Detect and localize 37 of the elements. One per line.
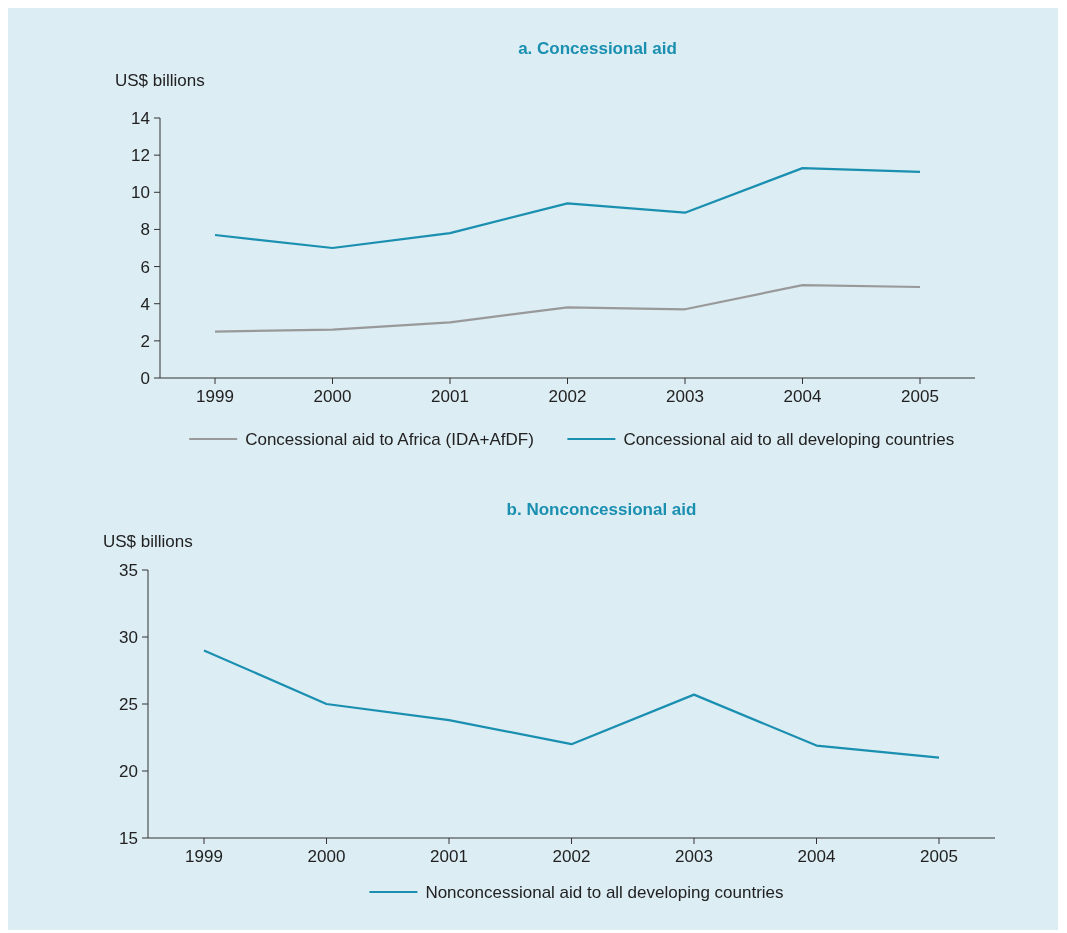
x-tick-label: 2005 [920, 847, 958, 866]
y-tick-label: 12 [131, 146, 150, 166]
y-tick-label: 10 [131, 183, 150, 203]
x-tick-label: 2004 [797, 847, 836, 866]
x-tick-label: 2000 [307, 847, 346, 866]
legend-label: Concessional aid to all developing countries [623, 430, 955, 449]
line-series [213, 167, 922, 250]
y-tick-label: 2 [140, 331, 150, 351]
x-tick-label: 2002 [548, 387, 587, 406]
y-tick-label: 8 [140, 220, 150, 240]
y-tick-label: 25 [119, 694, 138, 714]
y-tick-label: 6 [140, 257, 150, 277]
line-series [202, 649, 941, 759]
x-tick-label: 2001 [430, 847, 468, 866]
y-tick-label: 30 [119, 627, 138, 647]
x-tick-label: 2001 [431, 387, 469, 406]
x-tick-label: 2004 [783, 387, 822, 406]
y-tick-label: 15 [119, 828, 138, 848]
x-tick-label: 1999 [196, 387, 234, 406]
y-tick-label: 35 [119, 560, 138, 580]
x-tick-label: 2003 [666, 387, 704, 406]
legend-label: Nonconcessional aid to all developing countries [425, 883, 784, 902]
y-tick-label: 20 [119, 761, 138, 781]
x-tick-label: 2003 [675, 847, 713, 866]
y-axis-title: US$ billions [115, 71, 205, 90]
x-tick-label: 2002 [552, 847, 591, 866]
line-series [213, 284, 922, 333]
y-tick-label: 14 [131, 108, 150, 128]
x-tick-label: 1999 [185, 847, 223, 866]
x-tick-label: 2000 [313, 387, 352, 406]
x-tick-label: 2005 [901, 387, 939, 406]
y-axis-title: US$ billions [103, 532, 193, 551]
y-tick-label: 0 [140, 368, 150, 388]
y-tick-label: 4 [140, 294, 150, 314]
chart-title: b. Nonconcessional aid [506, 500, 697, 519]
chart-title: a. Concessional aid [518, 39, 677, 58]
legend-label: Concessional aid to Africa (IDA+AfDF) [245, 430, 534, 449]
